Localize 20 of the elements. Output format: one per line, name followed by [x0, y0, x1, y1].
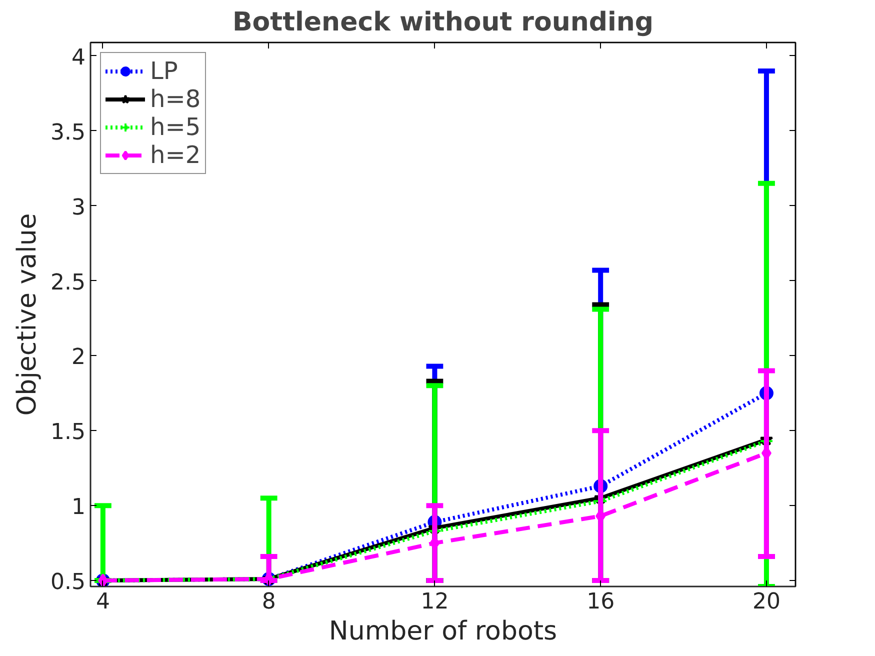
x-axis-title: Number of robots [328, 616, 558, 646]
x-tick-label: 8 [262, 590, 276, 614]
chart-title: Bottleneck without rounding [232, 8, 654, 38]
legend-label: LP [150, 57, 178, 85]
y-tick-label: 1.5 [50, 420, 86, 446]
y-tick-label: 2.5 [50, 270, 86, 296]
x-tick-label: 16 [586, 590, 615, 614]
y-tick-label: 0.5 [50, 570, 86, 596]
legend-label: h=8 [150, 85, 201, 113]
x-tick-label: 12 [420, 590, 449, 614]
y-tick-label: 3.5 [50, 120, 86, 146]
legend-label: h=2 [150, 141, 201, 169]
x-tick-label: 20 [752, 590, 780, 614]
x-tick-label: 4 [96, 590, 110, 614]
y-tick-label: 4 [72, 45, 86, 70]
y-tick-label: 2 [72, 345, 86, 370]
y-tick-label: 1 [72, 495, 86, 520]
y-tick-label: 3 [72, 195, 86, 220]
y-axis-title: Objective value [12, 213, 43, 416]
legend-label: h=5 [150, 113, 201, 141]
